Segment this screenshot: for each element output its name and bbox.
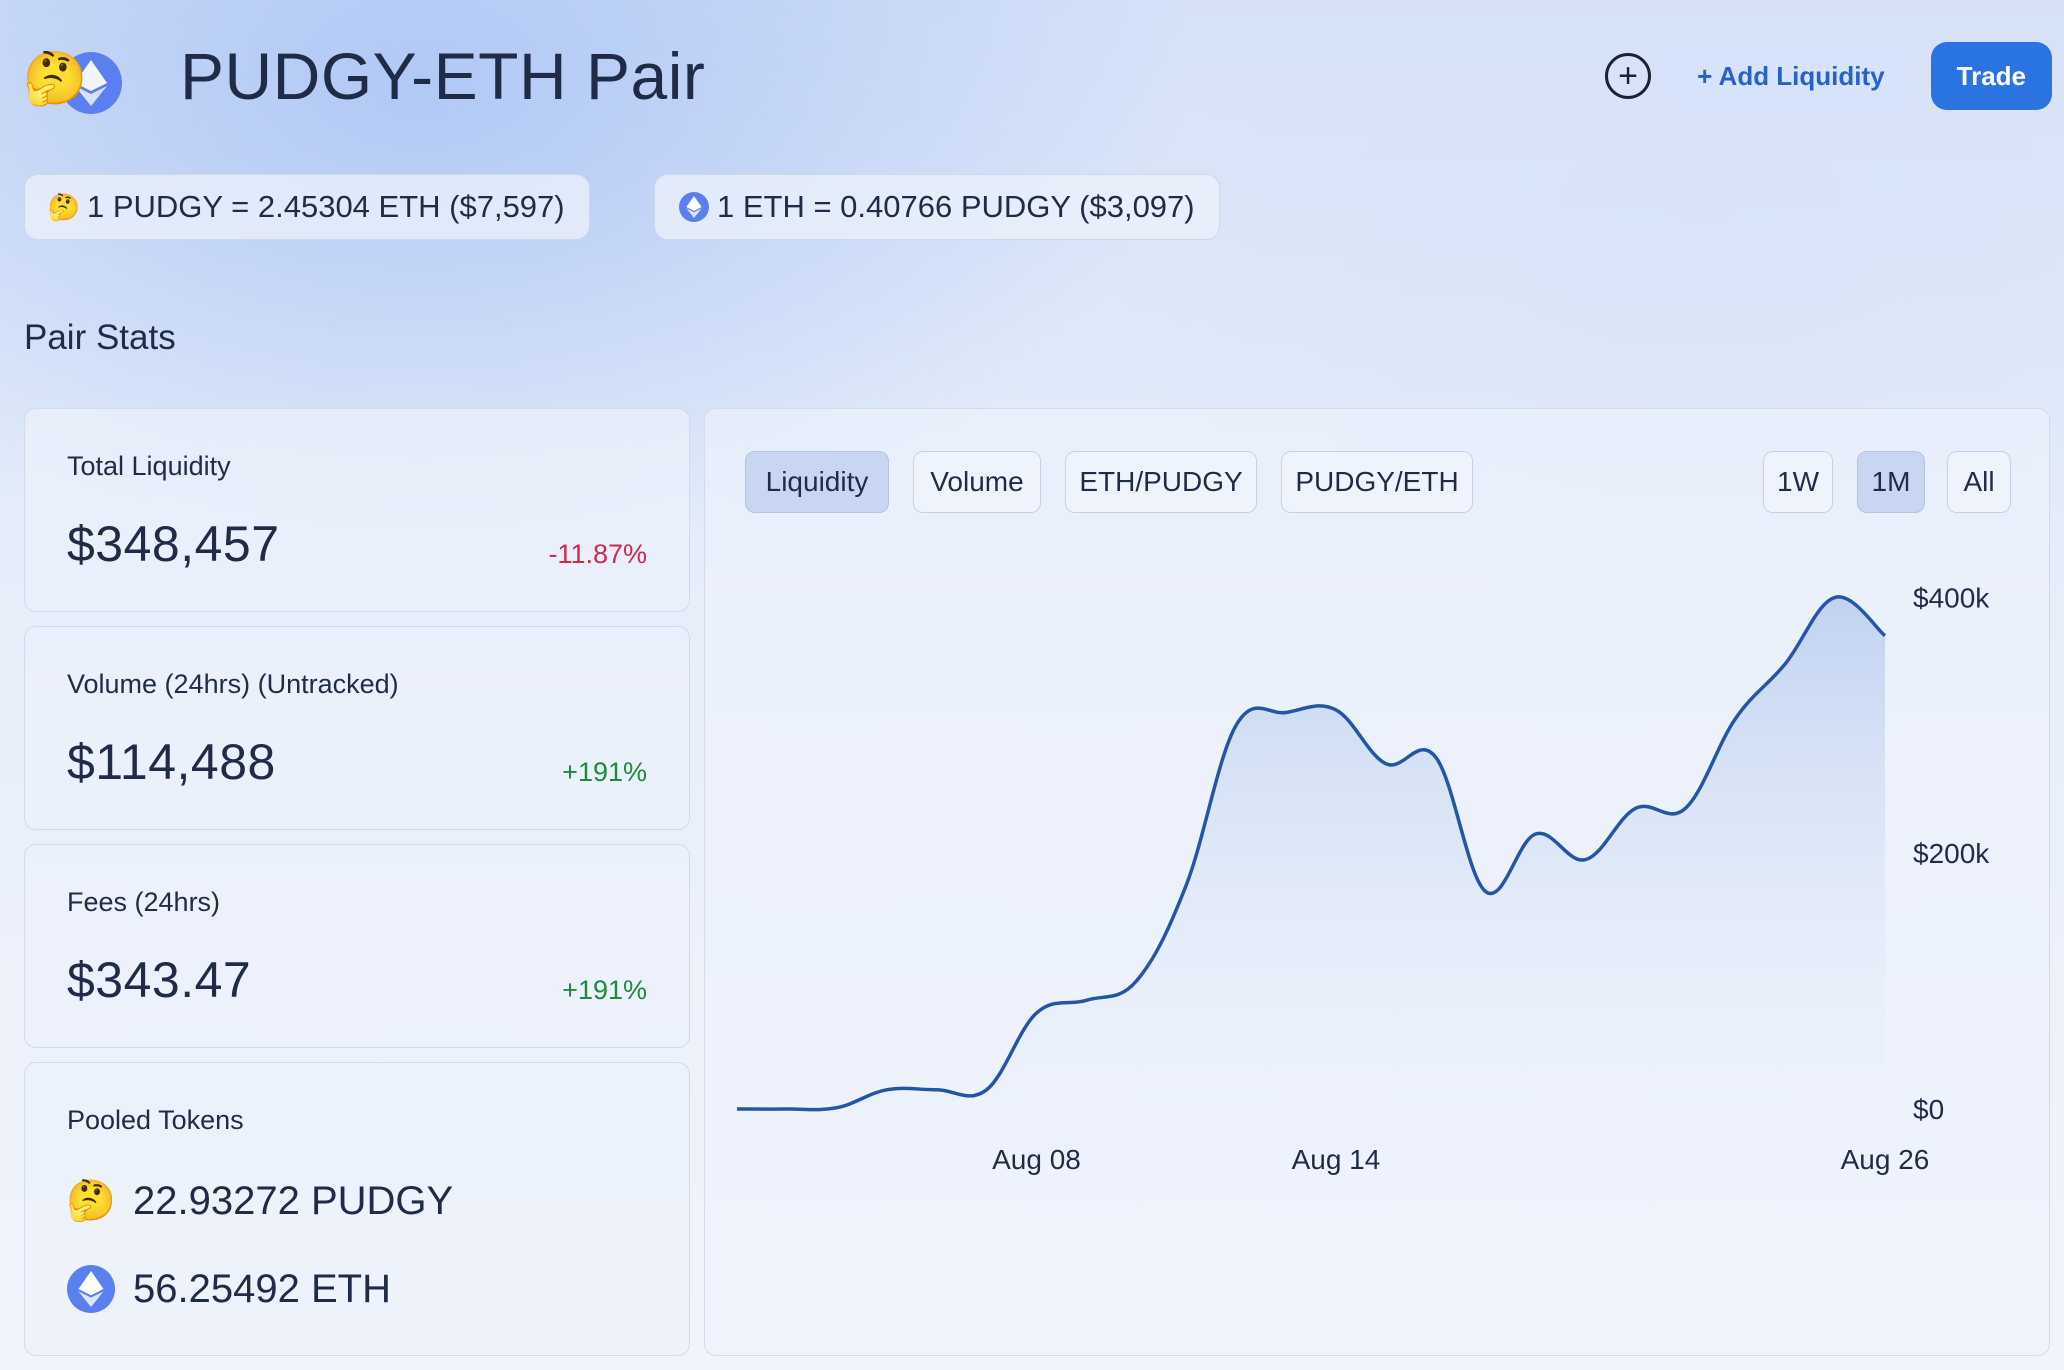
header: 🤔 PUDGY-ETH Pair + + Add Liquidity Trade [22,28,2052,124]
stat-value: $348,457 [67,516,280,572]
stat-change: +191% [562,975,647,1005]
y-tick-label: $200k [1913,838,1990,869]
price-pill-eth: 1 ETH = 0.40766 PUDGY ($3,097) [654,174,1220,240]
liquidity-chart: $0 $200k $400k Aug 08 Aug 14 Aug 26 [736,582,1990,1175]
stat-label: Fees (24hrs) [67,887,221,917]
stat-label: Volume (24hrs) (Untracked) [67,669,399,699]
y-tick-label: $400k [1913,582,1990,613]
stat-change: +191% [562,757,647,787]
section-title: Pair Stats [24,318,176,357]
range-1m[interactable]: 1M [1857,451,1925,513]
pooled-token-pudgy: 🤔 22.93272 PUDGY [66,1177,454,1225]
range-1w[interactable]: 1W [1763,451,1833,513]
eth-icon [67,1265,115,1313]
add-liquidity-button[interactable]: + Add Liquidity [1671,42,1911,110]
x-tick-label: Aug 08 [992,1144,1081,1175]
stat-change: -11.87% [548,539,647,569]
plus-circle-icon[interactable]: + [1605,53,1652,99]
eth-icon [679,192,709,222]
tab-eth-pudgy[interactable]: ETH/PUDGY [1065,451,1257,513]
pooled-amount-eth: 56.25492 ETH [133,1266,391,1311]
pudgy-icon: 🤔 [22,50,88,108]
stat-label: Pooled Tokens [67,1105,244,1135]
y-tick-label: $0 [1913,1094,1944,1125]
header-actions: + + Add Liquidity Trade [1605,42,2052,110]
x-tick-label: Aug 26 [1841,1144,1930,1175]
pooled-amount-pudgy: 22.93272 PUDGY [133,1178,454,1223]
stat-label: Total Liquidity [67,451,231,481]
range-all[interactable]: All [1947,451,2011,513]
pudgy-icon: 🤔 [47,192,81,222]
stat-card-pooled-tokens: Pooled Tokens 🤔 22.93272 PUDGY 56.25492 … [24,1062,690,1356]
stat-card-fees: Fees (24hrs) $343.47 +191% [24,844,690,1048]
pudgy-icon: 🤔 [66,1179,116,1223]
page-title: PUDGY-ETH Pair [180,39,706,113]
price-text-pudgy: 1 PUDGY = 2.45304 ETH ($7,597) [87,189,565,224]
tab-pudgy-eth[interactable]: PUDGY/ETH [1281,451,1473,513]
tab-liquidity[interactable]: Liquidity [745,451,889,513]
stat-card-total-liquidity: Total Liquidity $348,457 -11.87% [24,408,690,612]
x-tick-label: Aug 14 [1292,1144,1381,1175]
price-text-eth: 1 ETH = 0.40766 PUDGY ($3,097) [717,189,1195,224]
stat-value: $114,488 [67,734,276,790]
eth-icon [60,52,122,114]
stat-card-volume: Volume (24hrs) (Untracked) $114,488 +191… [24,626,690,830]
trade-button[interactable]: Trade [1930,42,2052,110]
chart-panel: Liquidity Volume ETH/PUDGY PUDGY/ETH 1W … [704,408,2050,1356]
liquidity-line [736,595,1887,1112]
price-pill-pudgy: 🤔 1 PUDGY = 2.45304 ETH ($7,597) [24,174,590,240]
pair-logo: 🤔 [22,40,124,114]
stat-value: $343.47 [67,952,252,1008]
pooled-token-eth: 56.25492 ETH [67,1265,391,1313]
liquidity-area [737,596,1885,1110]
tab-volume[interactable]: Volume [913,451,1041,513]
